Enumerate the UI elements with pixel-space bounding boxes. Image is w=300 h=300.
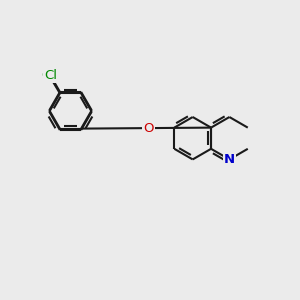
Text: Cl: Cl bbox=[44, 69, 57, 82]
Text: O: O bbox=[143, 122, 154, 135]
Text: N: N bbox=[224, 153, 235, 166]
Text: Cl: Cl bbox=[42, 69, 55, 82]
